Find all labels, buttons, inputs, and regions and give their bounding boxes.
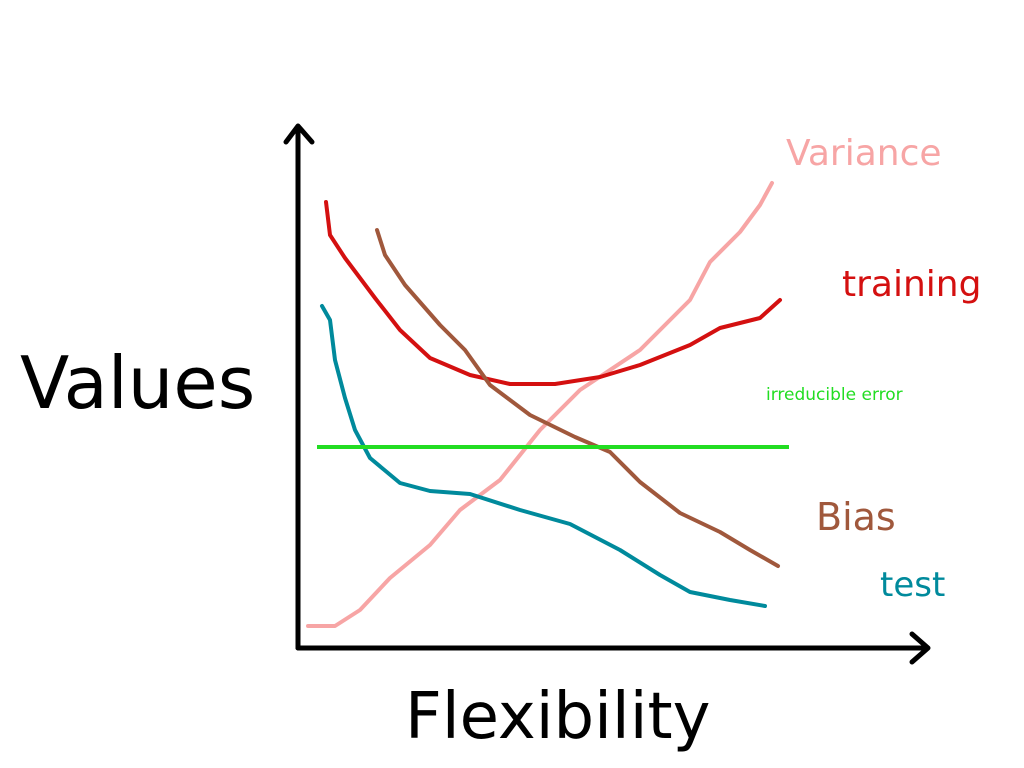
bias-label: Bias (816, 495, 896, 539)
test-curve (320, 304, 767, 608)
y-axis-label: Values (20, 341, 255, 425)
x-axis-label: Flexibility (405, 680, 710, 754)
variance-curve (306, 181, 774, 628)
irreducible-error-label: irreducible error (766, 385, 903, 405)
test-label: test (880, 565, 945, 605)
x-axis (295, 631, 931, 665)
bias-curve (375, 228, 780, 568)
y-axis (283, 123, 315, 651)
training-label: training (842, 264, 981, 305)
training-curve (324, 200, 782, 386)
variance-label: Variance (786, 133, 942, 174)
